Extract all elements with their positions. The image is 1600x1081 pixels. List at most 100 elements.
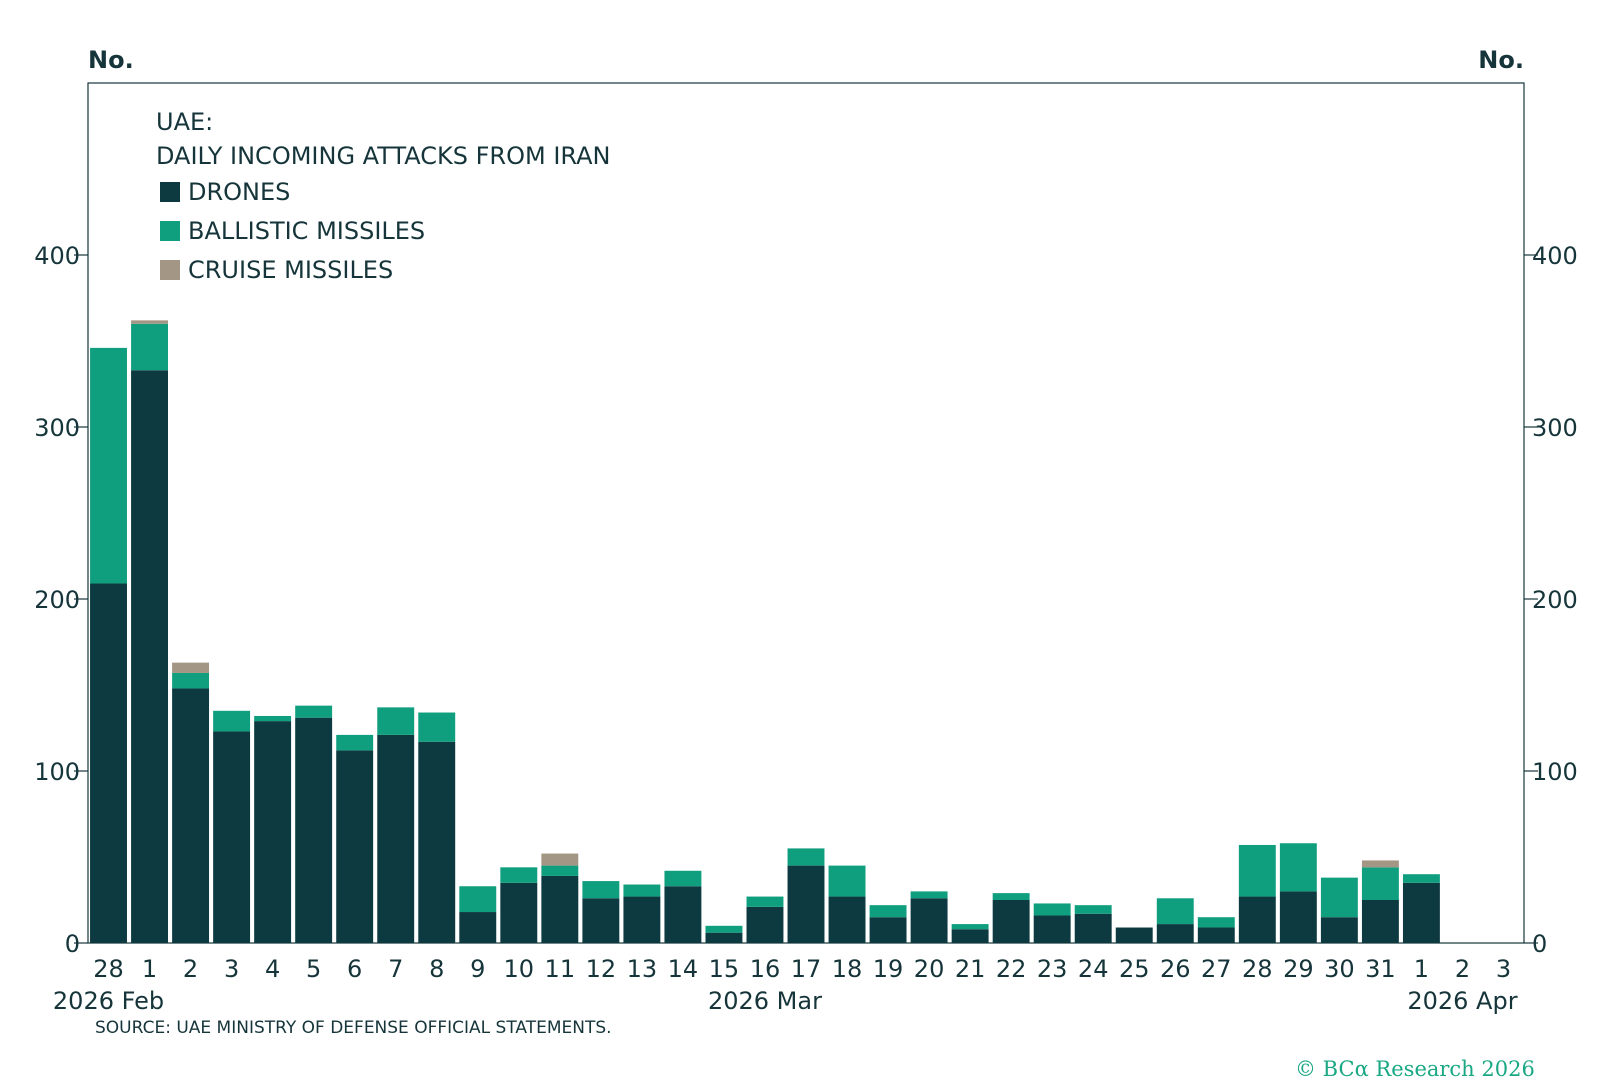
legend-swatch-drones bbox=[160, 182, 180, 202]
x-tick-label: 2 bbox=[1455, 955, 1470, 983]
x-tick-label: 17 bbox=[791, 955, 822, 983]
bar-ballistic bbox=[910, 891, 948, 899]
bar-ballistic bbox=[664, 870, 702, 887]
right-tick-label: 400 bbox=[1532, 242, 1578, 270]
bar-ballistic bbox=[623, 884, 661, 897]
x-tick-label: 8 bbox=[429, 955, 444, 983]
bar-drones bbox=[1361, 900, 1399, 943]
bar-ballistic bbox=[1320, 877, 1358, 918]
right-axis-unit: No. bbox=[1478, 46, 1524, 74]
bar-ballistic bbox=[336, 734, 374, 751]
bar-ballistic bbox=[582, 881, 620, 899]
bar-cruise bbox=[1361, 860, 1399, 868]
right-tick-label: 100 bbox=[1532, 758, 1578, 786]
x-tick-label: 18 bbox=[832, 955, 863, 983]
x-tick-label: 21 bbox=[955, 955, 986, 983]
bar-drones bbox=[1115, 927, 1153, 943]
bar-drones bbox=[295, 717, 333, 943]
bar-ballistic bbox=[746, 896, 784, 907]
bar-ballistic bbox=[131, 323, 169, 371]
right-tick-label: 200 bbox=[1532, 586, 1578, 614]
bar-ballistic bbox=[869, 905, 907, 918]
bar-drones bbox=[1320, 917, 1358, 943]
bar-drones bbox=[90, 583, 127, 943]
x-tick-label: 7 bbox=[388, 955, 403, 983]
bar-ballistic bbox=[1156, 898, 1194, 925]
bar-drones bbox=[377, 734, 415, 943]
x-tick-label: 10 bbox=[504, 955, 535, 983]
bar-drones bbox=[131, 370, 169, 943]
bar-drones bbox=[582, 898, 620, 943]
x-tick-label: 28 bbox=[1242, 955, 1273, 983]
bar-ballistic bbox=[705, 925, 743, 933]
bar-drones bbox=[213, 731, 251, 943]
legend-swatch-ballistic bbox=[160, 221, 180, 241]
x-tick-label: 20 bbox=[914, 955, 945, 983]
bar-ballistic bbox=[418, 712, 456, 742]
bar-ballistic bbox=[828, 865, 866, 897]
bar-drones bbox=[787, 865, 825, 943]
bar-ballistic bbox=[254, 715, 292, 722]
x-tick-label: 28 bbox=[93, 955, 124, 983]
copyright-credit: © BCα Research 2026 bbox=[1295, 1057, 1535, 1081]
bar-ballistic bbox=[787, 848, 825, 866]
bar-ballistic bbox=[459, 886, 497, 913]
x-tick-label: 15 bbox=[709, 955, 740, 983]
bar-ballistic bbox=[377, 707, 415, 735]
bar-drones bbox=[541, 875, 579, 943]
legend-swatch-cruise bbox=[160, 260, 180, 280]
left-tick-label: 400 bbox=[34, 242, 80, 270]
x-tick-label: 23 bbox=[1037, 955, 1068, 983]
legend-label-ballistic: BALLISTIC MISSILES bbox=[188, 217, 425, 245]
bar-drones bbox=[254, 721, 292, 943]
month-label: 2026 Feb bbox=[53, 987, 164, 1015]
bar-ballistic bbox=[90, 347, 127, 584]
bar-cruise bbox=[541, 853, 579, 866]
bar-drones bbox=[828, 896, 866, 943]
bar-drones bbox=[1074, 913, 1112, 943]
legend-label-drones: DRONES bbox=[188, 178, 290, 206]
bar-drones bbox=[705, 932, 743, 943]
bar-ballistic bbox=[1033, 903, 1071, 916]
x-tick-label: 25 bbox=[1119, 955, 1150, 983]
legend: UAE: DAILY INCOMING ATTACKS FROM IRAN DR… bbox=[156, 108, 610, 284]
source-note: SOURCE: UAE MINISTRY OF DEFENSE OFFICIAL… bbox=[95, 1018, 612, 1038]
x-tick-label: 9 bbox=[470, 955, 485, 983]
x-tick-label: 11 bbox=[545, 955, 576, 983]
bar-drones bbox=[1033, 915, 1071, 943]
bar-ballistic bbox=[213, 710, 251, 732]
bar-drones bbox=[172, 688, 210, 943]
bar-drones bbox=[746, 906, 784, 943]
x-tick-label: 16 bbox=[750, 955, 781, 983]
left-tick-label: 100 bbox=[34, 758, 80, 786]
bar-cruise bbox=[131, 320, 169, 324]
left-tick-label: 200 bbox=[34, 586, 80, 614]
bar-ballistic bbox=[992, 893, 1030, 900]
left-axis-unit: No. bbox=[88, 46, 134, 74]
left-tick-label: 0 bbox=[65, 930, 80, 958]
x-tick-label: 3 bbox=[1496, 955, 1511, 983]
x-tick-label: 1 bbox=[142, 955, 157, 983]
bar-drones bbox=[1197, 927, 1235, 943]
bar-cruise bbox=[172, 662, 210, 673]
right-tick-label: 300 bbox=[1532, 414, 1578, 442]
x-tick-label: 29 bbox=[1283, 955, 1314, 983]
x-tick-label: 27 bbox=[1201, 955, 1232, 983]
x-tick-label: 12 bbox=[586, 955, 617, 983]
bar-ballistic bbox=[1197, 917, 1235, 928]
month-label: 2026 Mar bbox=[708, 987, 822, 1015]
x-tick-label: 30 bbox=[1324, 955, 1355, 983]
x-tick-label: 5 bbox=[306, 955, 321, 983]
x-tick-label: 2 bbox=[183, 955, 198, 983]
bar-drones bbox=[459, 912, 497, 943]
bar-ballistic bbox=[500, 867, 538, 883]
bar-drones bbox=[418, 741, 456, 943]
bar-drones bbox=[664, 886, 702, 943]
bar-drones bbox=[623, 896, 661, 943]
month-label: 2026 Apr bbox=[1407, 987, 1517, 1015]
x-tick-label: 31 bbox=[1365, 955, 1396, 983]
x-tick-label: 1 bbox=[1414, 955, 1429, 983]
bar-drones bbox=[336, 750, 374, 943]
chart-title: UAE: bbox=[156, 108, 213, 136]
bar-ballistic bbox=[1238, 844, 1276, 897]
